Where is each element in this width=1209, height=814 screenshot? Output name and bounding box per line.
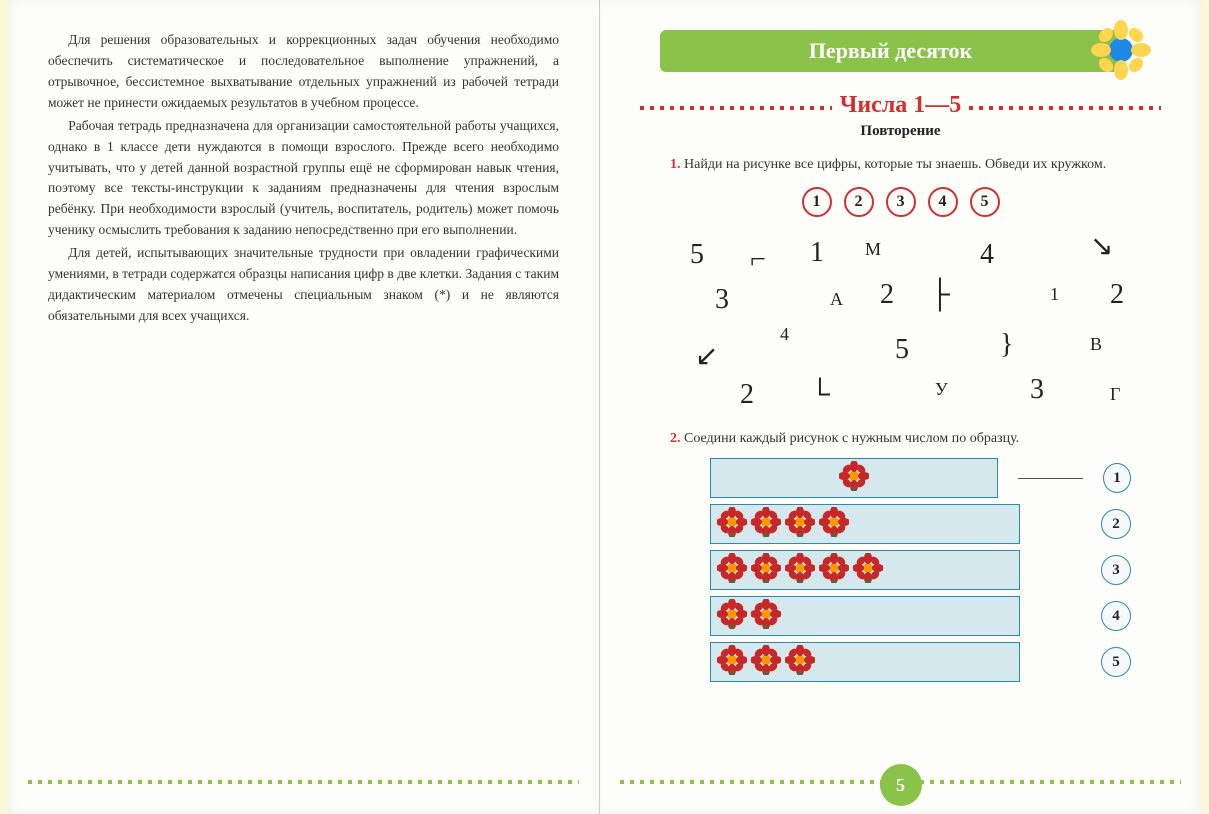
flower-box: [710, 504, 1020, 544]
flower-icon: [717, 645, 747, 680]
scatter-glyph: └: [810, 379, 830, 411]
circled-number: 4: [928, 187, 958, 217]
right-page: Первый десяток Числа 1—5 Повторение 1. Н…: [600, 0, 1209, 814]
scatter-glyph: ├: [930, 279, 950, 311]
number-bubble: 3: [1101, 555, 1131, 585]
circled-number: 2: [844, 187, 874, 217]
scatter-area: 5 ⌐ 1 М 4 ↘ 3 А 2 ├ 1 2 4 ↙ 5} В 2 └ У 3 Г: [670, 229, 1131, 419]
flower-icon: [751, 645, 781, 680]
flower-icon: [819, 553, 849, 588]
flower-icon: [717, 599, 747, 634]
task-2-text: Соедини каждый рисунок с нужным числом п…: [684, 431, 1019, 446]
task-1: 1. Найди на рисунке все цифры, которые т…: [670, 155, 1141, 175]
flower-icon: [1091, 20, 1151, 86]
ex2-row: 3: [710, 550, 1131, 590]
scatter-glyph: В: [1090, 334, 1102, 355]
scatter-glyph: 2: [1110, 279, 1124, 311]
scatter-glyph: 4: [780, 324, 789, 345]
number-bubble: 4: [1101, 601, 1131, 631]
left-page: Для решения образовательных и коррекцион…: [0, 0, 600, 814]
number-bubble: 5: [1101, 647, 1131, 677]
circled-number: 5: [970, 187, 1000, 217]
scatter-glyph: 1: [810, 237, 824, 269]
scatter-glyph: 3: [715, 284, 729, 316]
flower-icon: [785, 553, 815, 588]
scatter-glyph: 5: [895, 334, 909, 366]
flower-icon: [751, 553, 781, 588]
task-1-num: 1.: [670, 157, 681, 172]
paragraph-1: Для решения образовательных и коррекцион…: [48, 30, 559, 114]
task-2-num: 2.: [670, 431, 681, 446]
scatter-glyph: Г: [1110, 384, 1120, 405]
task-2: 2. Соедини каждый рисунок с нужным число…: [670, 429, 1141, 449]
page-border-dots: [28, 780, 579, 784]
flower-icon: [751, 507, 781, 542]
flower-box: [710, 550, 1020, 590]
flower-icon: [819, 507, 849, 542]
scatter-glyph: ⌐: [750, 244, 766, 276]
number-bubble: 1: [1103, 463, 1131, 493]
scatter-glyph: У: [935, 379, 948, 400]
flower-icon: [785, 507, 815, 542]
paragraph-3: Для детей, испытывающих значительные тру…: [48, 243, 559, 327]
scatter-glyph: ↙: [695, 339, 718, 373]
task-1-text: Найди на рисунке все цифры, которые ты з…: [684, 157, 1106, 172]
scatter-glyph: 4: [980, 239, 994, 271]
scatter-glyph: М: [865, 239, 881, 260]
dots-left: [640, 106, 832, 110]
dots-right: [969, 106, 1161, 110]
flower-icon: [839, 461, 869, 496]
flower-box: [710, 642, 1020, 682]
number-bubble: 2: [1101, 509, 1131, 539]
section-title-row: Числа 1—5: [640, 92, 1161, 123]
connect-line: [1018, 478, 1083, 479]
ex2-row: 1: [710, 458, 1131, 498]
chapter-banner: Первый десяток: [660, 30, 1121, 72]
flower-icon: [785, 645, 815, 680]
scatter-glyph: 1: [1050, 284, 1059, 305]
scatter-glyph: 2: [740, 379, 754, 411]
flower-box: [710, 596, 1020, 636]
flower-icon: [751, 599, 781, 634]
scatter-glyph: }: [1000, 329, 1013, 361]
flower-icon: [717, 507, 747, 542]
flower-box: [710, 458, 998, 498]
scatter-glyph: 5: [690, 239, 704, 271]
scatter-glyph: 3: [1030, 374, 1044, 406]
ex2-row: 4: [710, 596, 1131, 636]
page-number: 5: [880, 764, 922, 806]
paragraph-2: Рабочая тетрадь предназначена для органи…: [48, 116, 559, 242]
section-title: Числа 1—5: [840, 92, 962, 119]
subtitle: Повторение: [640, 123, 1161, 140]
circled-number: 3: [886, 187, 916, 217]
page-border-dots: [620, 780, 1181, 784]
flower-icon: [717, 553, 747, 588]
ex2-row: 5: [710, 642, 1131, 682]
circled-numbers-row: 12345: [640, 187, 1161, 217]
ex2-row: 2: [710, 504, 1131, 544]
banner-text: Первый десяток: [809, 38, 972, 63]
exercise-2: 1 2 3 4 5: [710, 458, 1131, 682]
scatter-glyph: 2: [880, 279, 894, 311]
flower-icon: [853, 553, 883, 588]
scatter-glyph: А: [830, 289, 843, 310]
circled-number: 1: [802, 187, 832, 217]
scatter-glyph: ↘: [1090, 229, 1113, 263]
